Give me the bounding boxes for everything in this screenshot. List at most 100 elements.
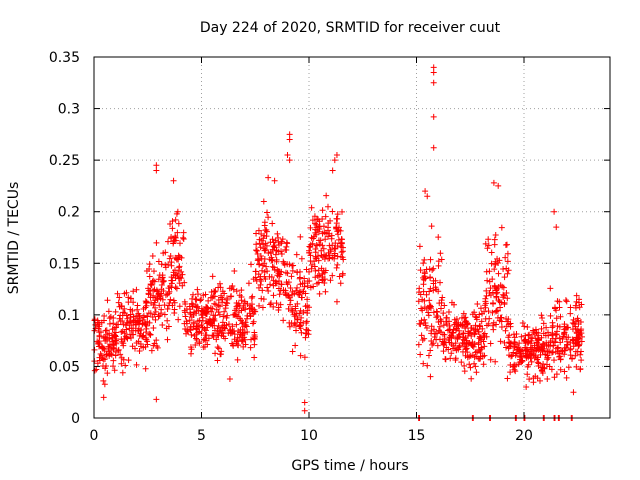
data-point	[237, 329, 244, 336]
data-point	[577, 365, 584, 372]
data-point	[276, 278, 283, 285]
data-point	[298, 314, 305, 321]
data-point	[100, 345, 107, 352]
data-point	[97, 350, 104, 357]
data-point	[121, 330, 128, 337]
data-point	[445, 346, 452, 353]
data-point	[284, 151, 291, 158]
data-point	[94, 338, 101, 345]
data-point	[451, 345, 458, 352]
data-point	[268, 274, 275, 281]
data-point	[158, 306, 165, 313]
data-point	[312, 274, 319, 281]
data-point	[437, 279, 444, 286]
data-point	[172, 216, 179, 223]
data-point	[267, 300, 274, 307]
data-point	[440, 310, 447, 317]
data-point	[458, 314, 465, 321]
data-point	[567, 345, 574, 352]
data-point	[420, 260, 427, 267]
data-point	[544, 352, 551, 359]
data-point	[106, 335, 113, 342]
data-point	[308, 204, 315, 211]
data-point	[492, 358, 499, 365]
data-point	[506, 352, 513, 359]
data-point	[427, 305, 434, 312]
data-point	[519, 320, 526, 327]
data-point	[556, 335, 563, 342]
data-point	[340, 256, 347, 263]
data-point	[284, 270, 291, 277]
data-point	[427, 274, 434, 281]
data-point	[162, 261, 169, 268]
data-point	[536, 377, 543, 384]
data-point	[256, 236, 263, 243]
data-point	[417, 321, 424, 328]
data-point	[307, 224, 314, 231]
data-point	[332, 245, 339, 252]
data-point	[316, 290, 323, 297]
data-point	[547, 339, 554, 346]
data-point	[479, 353, 486, 360]
data-point	[493, 287, 500, 294]
data-point	[129, 343, 136, 350]
data-point	[316, 223, 323, 230]
data-point	[419, 296, 426, 303]
data-point	[278, 238, 285, 245]
data-point	[498, 324, 505, 331]
data-point	[420, 288, 427, 295]
data-point	[97, 329, 104, 336]
data-point	[316, 272, 323, 279]
data-point	[226, 376, 233, 383]
data-point	[176, 303, 183, 310]
data-point	[338, 240, 345, 247]
data-point	[493, 321, 500, 328]
data-point	[483, 268, 490, 275]
data-point	[200, 336, 207, 343]
data-point	[475, 341, 482, 348]
data-point	[317, 237, 324, 244]
data-point	[222, 335, 229, 342]
data-point	[273, 300, 280, 307]
data-point	[489, 276, 496, 283]
data-point	[154, 294, 161, 301]
data-point	[485, 242, 492, 249]
data-point	[143, 298, 150, 305]
data-point	[430, 69, 437, 76]
data-point	[323, 192, 330, 199]
data-point	[186, 317, 193, 324]
data-point	[489, 309, 496, 316]
data-point	[500, 294, 507, 301]
data-point	[293, 310, 300, 317]
data-point	[226, 327, 233, 334]
data-point	[504, 375, 511, 382]
data-point	[257, 281, 264, 288]
data-point	[534, 356, 541, 363]
data-point	[557, 366, 564, 373]
data-point	[478, 344, 485, 351]
data-point	[234, 313, 241, 320]
data-point	[133, 361, 140, 368]
data-point	[426, 288, 433, 295]
data-point	[159, 274, 166, 281]
data-point	[261, 222, 268, 229]
data-point	[150, 325, 157, 332]
data-point	[165, 238, 172, 245]
data-point	[288, 273, 295, 280]
data-point	[280, 258, 287, 265]
data-point	[158, 261, 165, 268]
data-point	[167, 296, 174, 303]
data-point	[539, 315, 546, 322]
data-point	[167, 253, 174, 259]
data-point	[460, 330, 467, 337]
data-point	[286, 261, 293, 268]
data-point	[264, 284, 271, 291]
data-point	[430, 309, 437, 316]
data-point	[572, 323, 579, 330]
data-point	[578, 357, 585, 364]
data-point	[289, 267, 296, 274]
data-point	[188, 331, 195, 338]
data-point	[144, 313, 151, 320]
data-point	[334, 253, 341, 260]
data-point	[267, 248, 274, 255]
